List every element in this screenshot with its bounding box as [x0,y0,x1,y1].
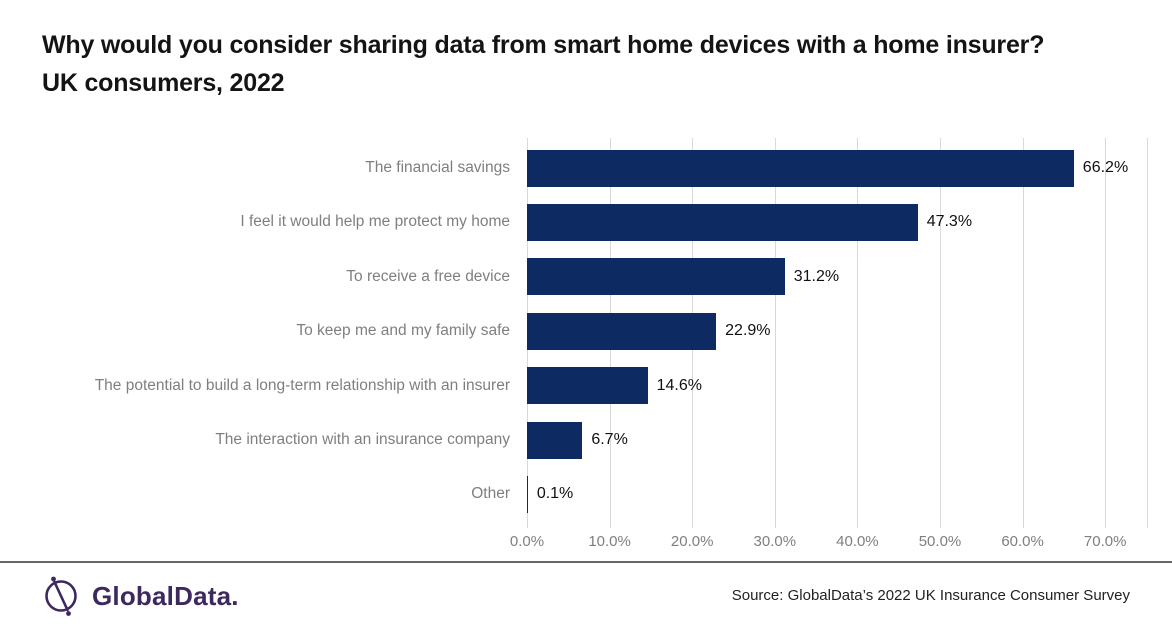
category-label: I feel it would help me protect my home [240,213,510,231]
gridline-70pct [1105,138,1107,528]
bar-chart: 0.0% 10.0% 20.0% 30.0% 40.0% 50.0% 60.0% 70.0% … [94,138,1148,550]
x-tick-label: 0.0% [509,533,545,550]
category-label: The interaction with an insurance compan… [215,431,510,448]
gridline-60pct [1022,138,1024,528]
globaldata-wordmark: GlobalData. [92,581,239,611]
gridline-40pct [857,138,859,528]
x-tick-label: 70.0% [1083,533,1127,550]
value-label: 22.9% [725,322,771,340]
bar-5 [527,367,648,405]
value-label: 31.2% [793,267,840,285]
category-label: The financial savings [365,159,510,176]
globaldata-logo: GlobalData. [40,574,239,618]
value-label: 6.7% [591,431,628,448]
x-tick-label: 60.0% [1001,533,1044,550]
value-label: 0.1% [536,485,574,503]
bar-4 [527,312,717,350]
gridline-50pct [940,138,941,528]
x-tick-label: 50.0% [918,533,962,550]
gridline-75pct [1146,138,1148,528]
gridline-30pct [774,138,776,528]
x-tick-label: 40.0% [836,533,879,550]
bar-1 [527,149,1074,187]
globaldata-logo-mark-icon [45,576,77,616]
category-label: To receive a free device [346,267,510,285]
value-label: 47.3% [926,213,973,231]
x-tick-label: 10.0% [588,533,631,550]
bar-6 [527,421,583,459]
bar-3 [527,258,785,296]
source-text: Source: GlobalData’s 2022 UK Insurance C… [731,587,1130,604]
category-label: To keep me and my family safe [296,322,510,340]
footer-divider [0,561,1172,563]
category-label: The potential to build a long-term relat… [94,376,510,394]
x-tick-label: 20.0% [670,533,714,550]
bar-7 [527,475,528,513]
page-title: Why would you consider sharing data from… [42,31,1045,97]
x-tick-label: 30.0% [753,533,797,550]
category-label: Other [471,485,510,503]
bar-2 [527,203,918,241]
value-label: 14.6% [656,376,702,394]
value-label: 66.2% [1082,159,1129,176]
